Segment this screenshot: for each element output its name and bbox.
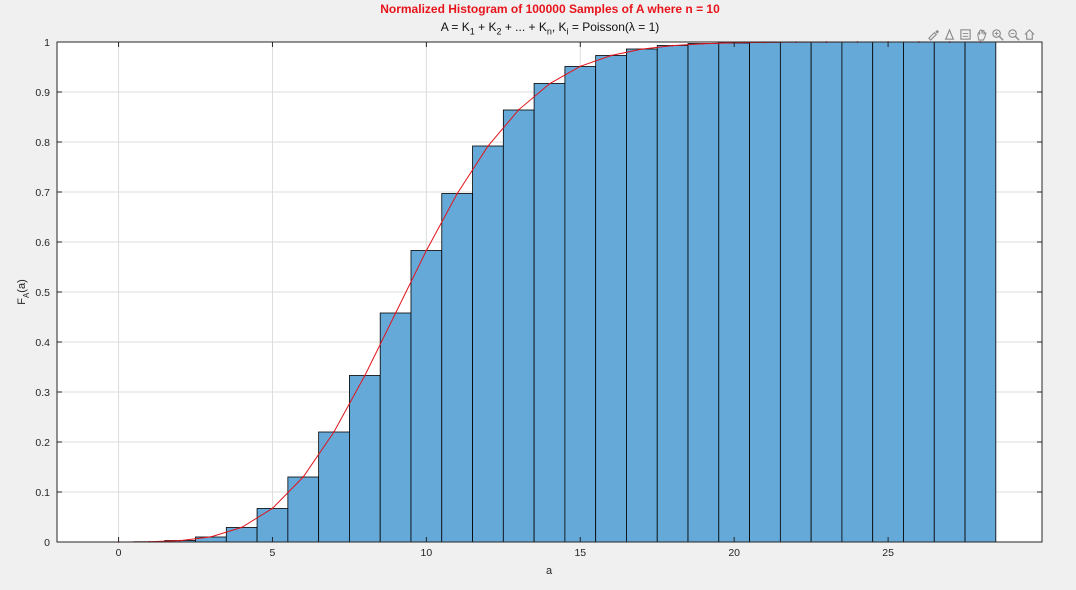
cdf-point xyxy=(363,374,366,377)
y-tick-labels: 0 0.1 0.2 0.3 0.4 0.5 0.6 0.7 0.8 0.9 1 xyxy=(35,37,50,549)
y-tick-label: 0 xyxy=(44,537,50,549)
histogram-bar xyxy=(626,48,658,543)
y-tick-label: 0.6 xyxy=(35,237,50,249)
histogram-bar xyxy=(225,527,258,543)
x-tick-label: 20 xyxy=(728,547,740,559)
subtitle-text: A = K xyxy=(440,20,470,34)
axis-ticks xyxy=(57,41,1042,543)
histogram-bar xyxy=(379,312,412,543)
histogram-bar xyxy=(349,375,381,543)
x-tick-label: 0 xyxy=(116,547,122,559)
histogram-bar xyxy=(533,83,566,543)
y-axis-label: FA(a) xyxy=(16,279,31,305)
subtitle-text: + K xyxy=(474,20,497,34)
histogram-bar xyxy=(810,41,843,543)
x-tick-label: 25 xyxy=(882,547,894,559)
x-axis-label: a xyxy=(546,565,553,577)
home-icon[interactable] xyxy=(1022,27,1037,42)
subtitle-text: = Poisson(λ = 1) xyxy=(568,20,660,34)
histogram-bar xyxy=(964,41,997,543)
cdf-point xyxy=(240,526,243,529)
cdf-point xyxy=(702,42,705,45)
subtitle-subscript: i xyxy=(566,26,569,37)
subtitle-subscript: n xyxy=(546,26,552,37)
zoom-out-icon[interactable] xyxy=(1006,27,1021,42)
histogram-bar xyxy=(903,41,935,543)
histogram-bar xyxy=(410,250,443,543)
histogram-bar xyxy=(779,41,812,543)
y-tick-label: 0.3 xyxy=(35,387,50,399)
x-tick-labels: 0 5 10 15 20 25 xyxy=(116,547,894,559)
histogram-bar xyxy=(933,41,966,543)
histogram-bar xyxy=(287,476,320,543)
y-tick-label: 1 xyxy=(44,37,50,49)
brush-icon[interactable] xyxy=(926,27,941,42)
cdf-point xyxy=(302,476,305,478)
histogram-bar xyxy=(872,41,904,543)
histogram-bar xyxy=(441,193,473,543)
subtitle-subscript: 2 xyxy=(496,26,502,37)
subtitle-text: , K xyxy=(551,20,567,34)
cdf-point xyxy=(640,48,643,51)
cdf-point xyxy=(671,44,674,47)
cdf-point xyxy=(579,65,582,68)
cdf-point xyxy=(517,108,520,111)
cdf-point xyxy=(210,535,212,538)
cdf-point xyxy=(610,54,612,57)
chart-title: Normalized Histogram of 100000 Samples o… xyxy=(380,2,720,16)
cdf-point xyxy=(271,507,274,510)
histogram-bar xyxy=(718,42,750,543)
histogram-bar xyxy=(656,45,689,543)
histogram-bar xyxy=(841,41,874,543)
cdf-point xyxy=(548,82,551,85)
cdf-point xyxy=(425,249,428,252)
y-tick-label: 0.9 xyxy=(35,87,50,99)
zoom-in-icon[interactable] xyxy=(990,27,1005,42)
chart-subtitle: A = K1 + K2 + ... + Kn, Ki = Poisson(λ =… xyxy=(0,20,1076,36)
x-tick-label: 5 xyxy=(270,547,276,559)
y-tick-label: 0.1 xyxy=(35,487,50,499)
y-tick-label: 0.2 xyxy=(35,437,50,449)
x-tick-label: 15 xyxy=(574,547,586,559)
histogram-bar xyxy=(256,508,289,543)
cdf-point xyxy=(394,312,397,314)
histogram-bar xyxy=(687,43,720,543)
y-tick-label: 0.4 xyxy=(35,337,50,349)
export-icon[interactable] xyxy=(958,27,973,42)
cdf-point xyxy=(456,192,459,195)
cdf-point xyxy=(179,539,182,542)
y-tick-label: 0.5 xyxy=(35,287,50,299)
subtitle-subscript: 1 xyxy=(469,26,475,37)
histogram-bar xyxy=(564,66,597,543)
y-tick-label: 0.7 xyxy=(35,187,50,199)
svg-text:FA(a): FA(a) xyxy=(16,279,31,305)
histogram-bar xyxy=(749,41,781,543)
pan-icon[interactable] xyxy=(974,27,989,42)
datatip-icon[interactable] xyxy=(942,27,957,42)
y-tick-label: 0.8 xyxy=(35,137,50,149)
axes-toolbar xyxy=(926,26,1037,42)
cdf-point xyxy=(333,431,335,433)
x-tick-label: 10 xyxy=(421,547,433,559)
subtitle-text: + ... + K xyxy=(501,20,547,34)
histogram-bars xyxy=(133,41,997,543)
histogram-bar xyxy=(502,109,535,543)
histogram-bar xyxy=(595,55,627,543)
cdf-point xyxy=(487,145,489,148)
histogram-bar xyxy=(472,145,504,543)
